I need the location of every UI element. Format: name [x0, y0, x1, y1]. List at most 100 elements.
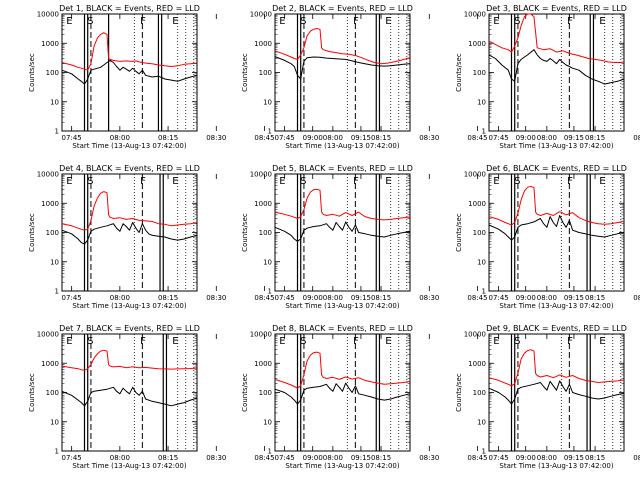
region-flag: S: [514, 336, 520, 347]
x-tick-label: 07:45: [489, 454, 509, 462]
x-tick-label: 08:00: [537, 134, 557, 142]
x-tick-label: 08:15: [371, 294, 391, 302]
region-flag: E: [279, 336, 285, 347]
panel-title: Det 7, BLACK = Events, RED = LLD: [59, 324, 200, 333]
y-tick-label: 100: [259, 69, 272, 77]
region-flag: E: [385, 16, 391, 27]
y-axis-label: Counts/sec: [455, 213, 463, 252]
x-tick-label: 08:30: [419, 294, 439, 302]
y-tick-label: 1000: [254, 200, 272, 208]
series-line-events: [488, 380, 625, 405]
y-tick-label: 1: [482, 288, 486, 296]
x-tick-label: 08:30: [206, 454, 226, 462]
y-axis-label: Counts/sec: [455, 53, 463, 92]
x-tick-label: 09:00: [303, 294, 323, 302]
region-flag: S: [87, 16, 93, 27]
region-flag: E: [66, 16, 72, 27]
plot-frame: [274, 13, 411, 132]
y-tick-label: 10000: [37, 11, 59, 19]
x-tick-label: 09:00: [516, 294, 536, 302]
region-flag: E: [385, 336, 391, 347]
region-flag: E: [66, 176, 72, 187]
region-flag: S: [300, 176, 306, 187]
x-axis-label: Start Time (13-Aug-13 07:42:00): [285, 462, 399, 470]
y-tick-label: 1: [55, 128, 59, 136]
x-tick-label: 09:15: [564, 294, 584, 302]
x-tick-label: 09:00: [303, 134, 323, 142]
x-tick-label: 08:15: [371, 134, 391, 142]
panel-title: Det 3, BLACK = Events, RED = LLD: [486, 4, 627, 13]
region-flag: F: [567, 176, 573, 187]
series-line-events: [274, 56, 411, 80]
x-tick-label: 08:15: [158, 134, 178, 142]
region-flag: F: [567, 336, 573, 347]
x-tick-label: 08:15: [585, 134, 605, 142]
x-tick-label: 08:00: [110, 454, 130, 462]
plot-frame: [274, 333, 411, 452]
y-tick-label: 10: [50, 258, 59, 266]
panel-title: Det 9, BLACK = Events, RED = LLD: [486, 324, 627, 333]
x-tick-label: 07:45: [62, 134, 82, 142]
region-flag: E: [599, 16, 605, 27]
region-flag: E: [172, 336, 178, 347]
x-tick-label: 08:30: [206, 294, 226, 302]
x-tick-label: 09:15: [351, 134, 371, 142]
y-tick-label: 1000: [468, 40, 486, 48]
x-tick-label: 07:45: [489, 134, 509, 142]
x-tick-label: 08:30: [633, 454, 640, 462]
y-tick-label: 1000: [254, 360, 272, 368]
panel-title: Det 1, BLACK = Events, RED = LLD: [59, 4, 200, 13]
region-flag: E: [493, 176, 499, 187]
x-tick-label: 08:00: [110, 294, 130, 302]
x-tick-label: 08:30: [633, 134, 640, 142]
x-tick-label: 08:15: [158, 454, 178, 462]
series-line-events: [61, 386, 198, 407]
series-line-lld: [274, 351, 411, 389]
y-tick-label: 1000: [41, 40, 59, 48]
x-axis-label: Start Time (13-Aug-13 07:42:00): [499, 302, 613, 310]
panel-9: Det 9, BLACK = Events, RED = LLD 1 10 100 10…: [455, 324, 640, 470]
y-axis-label: Counts/sec: [455, 373, 463, 412]
region-flag: F: [140, 176, 146, 187]
x-tick-label: 08:15: [585, 454, 605, 462]
y-axis-label: Counts/sec: [28, 373, 36, 412]
x-tick-label: 09:00: [516, 454, 536, 462]
y-tick-label: 10: [477, 418, 486, 426]
x-tick-label: 08:45: [254, 454, 274, 462]
x-tick-label: 08:00: [323, 134, 343, 142]
series-line-lld: [488, 13, 625, 63]
series-line-events: [61, 222, 198, 245]
x-tick-label: 08:00: [537, 294, 557, 302]
region-flag: S: [300, 16, 306, 27]
y-tick-label: 10000: [37, 331, 59, 339]
plot-frame: [488, 333, 625, 452]
y-tick-label: 1000: [41, 200, 59, 208]
x-tick-label: 09:15: [351, 454, 371, 462]
y-tick-label: 10: [263, 98, 272, 106]
region-flag: S: [300, 336, 306, 347]
y-tick-label: 10: [50, 98, 59, 106]
x-axis-label: Start Time (13-Aug-13 07:42:00): [285, 302, 399, 310]
panel-3: Det 3, BLACK = Events, RED = LLD 1 10 100 10…: [455, 4, 640, 150]
series-line-events: [488, 49, 625, 85]
x-tick-label: 07:45: [275, 294, 295, 302]
y-tick-label: 1: [268, 288, 272, 296]
y-tick-label: 10: [477, 258, 486, 266]
x-tick-label: 09:00: [303, 454, 323, 462]
y-tick-label: 10: [263, 418, 272, 426]
panel-7: Det 7, BLACK = Events, RED = LLD11010010…: [28, 324, 371, 470]
plot-frame: [61, 13, 198, 132]
region-flag: E: [599, 176, 605, 187]
series-line-lld: [274, 28, 411, 65]
series-line-lld: [488, 185, 625, 226]
x-tick-label: 08:00: [537, 454, 557, 462]
y-tick-label: 100: [46, 389, 59, 397]
region-flag: S: [87, 176, 93, 187]
x-tick-label: 09:15: [564, 134, 584, 142]
x-tick-label: 08:30: [419, 454, 439, 462]
region-flag: F: [567, 16, 573, 27]
x-tick-label: 08:30: [206, 134, 226, 142]
x-axis-label: Start Time (13-Aug-13 07:42:00): [499, 462, 613, 470]
x-axis-label: Start Time (13-Aug-13 07:42:00): [72, 142, 186, 150]
